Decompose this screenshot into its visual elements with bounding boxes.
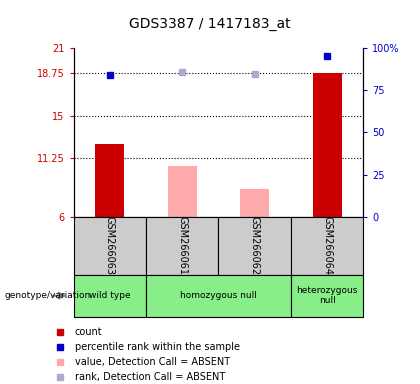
Bar <box>168 166 197 217</box>
Text: rank, Detection Call = ABSENT: rank, Detection Call = ABSENT <box>75 372 225 382</box>
Bar <box>74 217 146 275</box>
Text: percentile rank within the sample: percentile rank within the sample <box>75 342 239 352</box>
Bar <box>312 73 341 217</box>
Text: heterozygous
null: heterozygous null <box>297 286 358 305</box>
Bar <box>240 189 269 217</box>
Bar <box>291 217 363 275</box>
Bar <box>291 275 363 317</box>
Text: count: count <box>75 327 102 337</box>
Bar <box>146 217 218 275</box>
Bar <box>74 275 146 317</box>
Text: GSM266061: GSM266061 <box>177 216 187 275</box>
Text: GSM266063: GSM266063 <box>105 216 115 275</box>
Text: GSM266062: GSM266062 <box>249 216 260 275</box>
Text: homozygous null: homozygous null <box>180 291 257 300</box>
Text: wild type: wild type <box>89 291 131 300</box>
Bar <box>146 275 291 317</box>
Bar <box>95 144 124 217</box>
Text: GSM266064: GSM266064 <box>322 216 332 275</box>
Text: genotype/variation: genotype/variation <box>4 291 90 300</box>
Text: GDS3387 / 1417183_at: GDS3387 / 1417183_at <box>129 17 291 31</box>
Text: value, Detection Call = ABSENT: value, Detection Call = ABSENT <box>75 357 230 367</box>
Bar <box>218 217 291 275</box>
